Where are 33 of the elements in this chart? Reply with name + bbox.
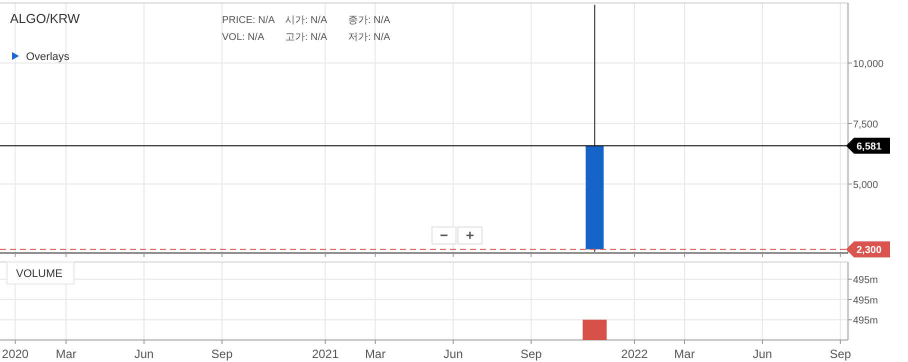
annotation: VOL: N/A [222,32,265,43]
annotation: 고가: N/A [285,32,328,43]
ref-line-label: 2,300 [856,244,882,256]
ref-tag: 6,581 [846,138,890,154]
y-tick-label: 495m [853,316,878,327]
x-tick-label: Jun [134,347,154,361]
ref-line-label: 6,581 [856,141,882,152]
x-tick-label: Sep [211,347,233,361]
x-tick-label: Mar [56,347,76,361]
annotation: 종가: N/A [348,15,391,26]
text: VOLUME [16,268,62,280]
x-tick-label: 2021 [312,347,339,361]
x-tick-label: 2020 [2,347,29,361]
ref-tag: 2,300 [846,241,890,258]
x-tick-label: Sep [830,347,852,361]
x-tick-label: Mar [364,347,386,361]
annotation: PRICE: N/A [222,15,276,26]
y-tick-label: 495m [853,275,878,286]
annotation: Overlays [26,51,70,63]
annotation: + [466,227,474,243]
y-tick-label: 10,000 [853,59,884,70]
x-tick-label: Jun [444,347,463,361]
y-tick-label: 495m [853,295,878,306]
annotation: − [440,227,448,243]
y-tick-label: 7,500 [853,120,878,131]
text: ALGO/KRW [10,11,81,26]
annotation: 시가: N/A [285,15,328,26]
x-tick-label: Jun [752,347,772,361]
y-tick-label: 5,000 [853,180,878,192]
x-tick-label: Mar [674,347,695,361]
x-tick-label: Sep [520,347,542,361]
x-tick-label: 2022 [621,347,648,361]
annotation: 저가: N/A [348,32,391,43]
